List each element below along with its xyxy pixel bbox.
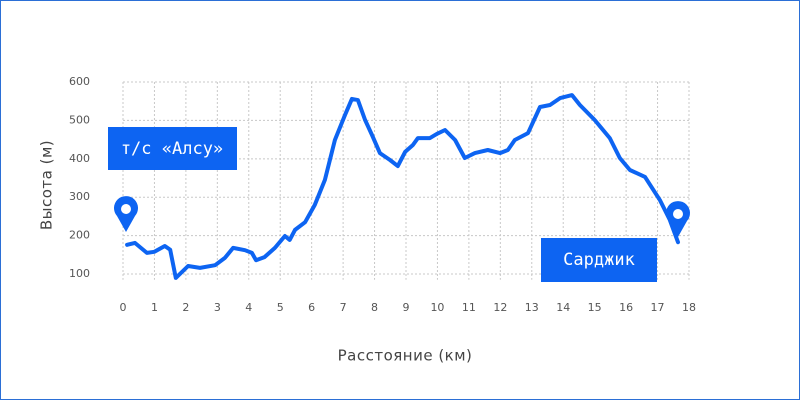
x-tick-label: 9 xyxy=(403,301,410,314)
x-tick-label: 4 xyxy=(245,301,252,314)
x-tick-label: 10 xyxy=(430,301,444,314)
x-tick-label: 7 xyxy=(340,301,347,314)
pin-icon xyxy=(666,201,690,237)
y-tick-label: 100 xyxy=(69,267,90,280)
annotation: Сарджик xyxy=(563,250,635,270)
x-tick-label: 18 xyxy=(682,301,696,314)
x-tick-label: 13 xyxy=(525,301,539,314)
x-tick-label: 2 xyxy=(182,301,189,314)
x-tick-label: 16 xyxy=(619,301,633,314)
x-axis-label: Расстояние (км) xyxy=(338,347,473,365)
x-tick-label: 0 xyxy=(120,301,127,314)
annotation-box xyxy=(108,127,237,170)
x-tick-label: 1 xyxy=(151,301,158,314)
annotation: т/с «Алсу» xyxy=(121,139,223,159)
x-tick-label: 8 xyxy=(371,301,378,314)
x-tick-label: 11 xyxy=(462,301,476,314)
annotation-box xyxy=(541,238,657,282)
x-tick-label: 5 xyxy=(277,301,284,314)
x-tick-label: 6 xyxy=(308,301,315,314)
pin-icon xyxy=(114,196,138,232)
x-tick-label: 15 xyxy=(588,301,602,314)
elevation-line xyxy=(125,93,680,280)
x-tick-label: 3 xyxy=(214,301,221,314)
x-tick-label: 17 xyxy=(651,301,665,314)
y-axis-label: Высота (м) xyxy=(38,140,56,230)
y-tick-label: 200 xyxy=(69,229,90,242)
y-tick-label: 400 xyxy=(69,152,90,165)
y-tick-label: 500 xyxy=(69,113,90,126)
y-tick-label: 600 xyxy=(69,75,90,88)
y-tick-label: 300 xyxy=(69,190,90,203)
x-tick-label: 12 xyxy=(493,301,507,314)
x-tick-label: 14 xyxy=(556,301,570,314)
